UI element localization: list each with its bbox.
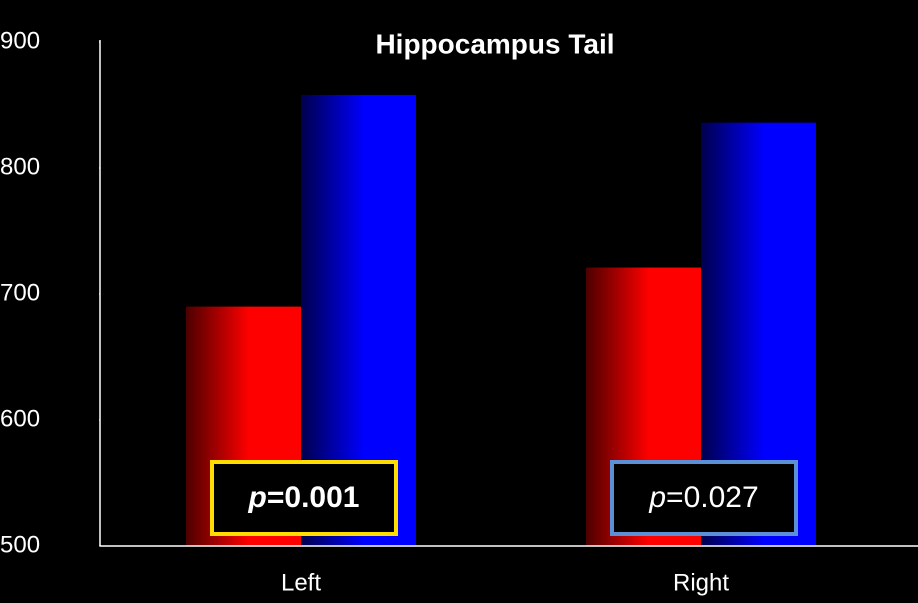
annotation-symbol: p	[648, 481, 666, 514]
y-tick-label: 600	[0, 405, 40, 432]
annotation-box	[610, 460, 798, 536]
y-tick-label: 900	[0, 27, 40, 54]
x-tick-label: Left	[281, 569, 321, 596]
annotation-box	[210, 460, 398, 536]
chart-title: Hippocampus Tail	[375, 28, 614, 59]
y-tick-label: 700	[0, 279, 40, 306]
annotation-text: =0.001	[267, 481, 360, 514]
annotation: p=0.027	[648, 481, 758, 514]
x-tick-label: Right	[673, 569, 729, 596]
annotation-text: =0.027	[666, 481, 759, 514]
annotation-symbol: p	[248, 481, 267, 514]
y-tick-label: 800	[0, 153, 40, 180]
annotation: p=0.001	[248, 481, 360, 514]
y-tick-label: 500	[0, 531, 40, 558]
